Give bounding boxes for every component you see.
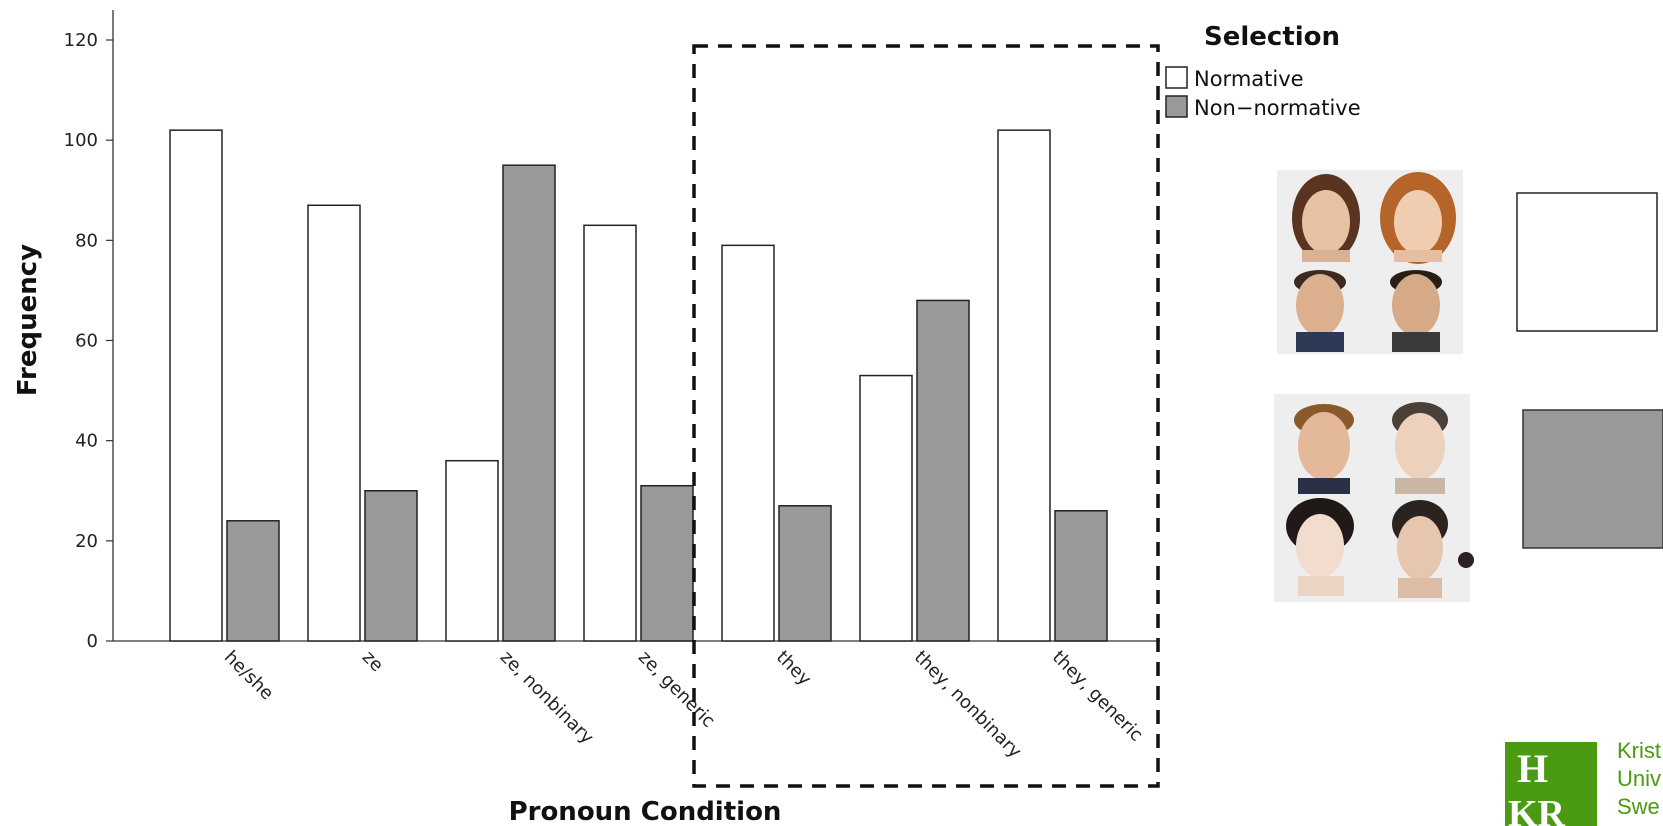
x-tick-label: he/she bbox=[220, 647, 278, 705]
bar-normative bbox=[997, 129, 1051, 642]
face-photo bbox=[1294, 270, 1346, 352]
y-tick-label: 80 bbox=[75, 230, 98, 251]
bar-nonnormative bbox=[364, 490, 418, 642]
y-tick-label: 20 bbox=[75, 531, 98, 552]
bar-normative bbox=[583, 224, 637, 642]
logo-block bbox=[1505, 742, 1597, 826]
bar-normative bbox=[169, 129, 223, 642]
y-ticks: 0 20 40 60 80 100 120 bbox=[64, 30, 113, 652]
bar-nonnormative bbox=[916, 299, 970, 642]
bar-nonnormative bbox=[640, 484, 694, 642]
bar-nonnormative bbox=[1054, 510, 1108, 642]
logo-letters-kr: KR bbox=[1508, 793, 1566, 826]
bar-normative bbox=[307, 204, 361, 642]
y-tick-label: 120 bbox=[64, 30, 98, 51]
x-tick-label: ze, generic bbox=[634, 647, 719, 732]
face-photos-normative bbox=[1277, 170, 1463, 354]
face-photo bbox=[1392, 500, 1474, 598]
y-tick-label: 40 bbox=[75, 431, 98, 452]
bars bbox=[169, 129, 1108, 642]
logo-line-3: Swe bbox=[1617, 794, 1660, 819]
bar-normative bbox=[721, 244, 775, 642]
y-axis-title: Frequency bbox=[13, 244, 43, 396]
x-tick-label: they, nonbinary bbox=[910, 647, 1026, 763]
x-tick-labels: he/she ze ze, nonbinary ze, generic they they… bbox=[220, 647, 1147, 763]
legend: Selection Normative Non−normative bbox=[1165, 22, 1361, 120]
x-tick-label: they bbox=[772, 647, 816, 691]
x-tick-label: ze, nonbinary bbox=[496, 647, 598, 749]
legend-label-normative: Normative bbox=[1194, 67, 1304, 91]
bar-nonnormative bbox=[502, 164, 556, 642]
face-photo bbox=[1390, 270, 1442, 352]
legend-title: Selection bbox=[1204, 22, 1340, 52]
logo-line-1: Krist bbox=[1617, 738, 1661, 763]
face-photos-nonnormative bbox=[1274, 394, 1474, 602]
logo-letter-h: H bbox=[1517, 746, 1548, 791]
face-photo bbox=[1392, 402, 1448, 494]
legend-swatch-nonnormative bbox=[1165, 95, 1188, 118]
legend-swatch-normative bbox=[1165, 66, 1188, 89]
face-photo bbox=[1292, 174, 1360, 262]
bar-normative bbox=[445, 459, 499, 642]
hkr-logo: H KR Krist Univ Swe bbox=[1505, 738, 1661, 826]
y-tick-label: 0 bbox=[87, 631, 98, 652]
swatch-normative-large bbox=[1516, 192, 1658, 332]
bar-nonnormative bbox=[226, 520, 280, 642]
swatch-nonnormative-large bbox=[1522, 409, 1663, 549]
bar-normative bbox=[859, 374, 913, 642]
legend-label-nonnormative: Non−normative bbox=[1194, 96, 1361, 120]
x-tick-label: ze bbox=[358, 647, 387, 676]
x-tick-label: they, generic bbox=[1048, 647, 1147, 746]
logo-line-2: Univ bbox=[1617, 766, 1661, 791]
face-photo bbox=[1380, 172, 1456, 264]
y-tick-label: 100 bbox=[64, 130, 98, 151]
y-tick-label: 60 bbox=[75, 331, 98, 352]
face-photo bbox=[1294, 404, 1354, 494]
bar-nonnormative bbox=[778, 505, 832, 642]
face-photo bbox=[1286, 498, 1354, 596]
x-axis-title: Pronoun Condition bbox=[509, 797, 782, 826]
